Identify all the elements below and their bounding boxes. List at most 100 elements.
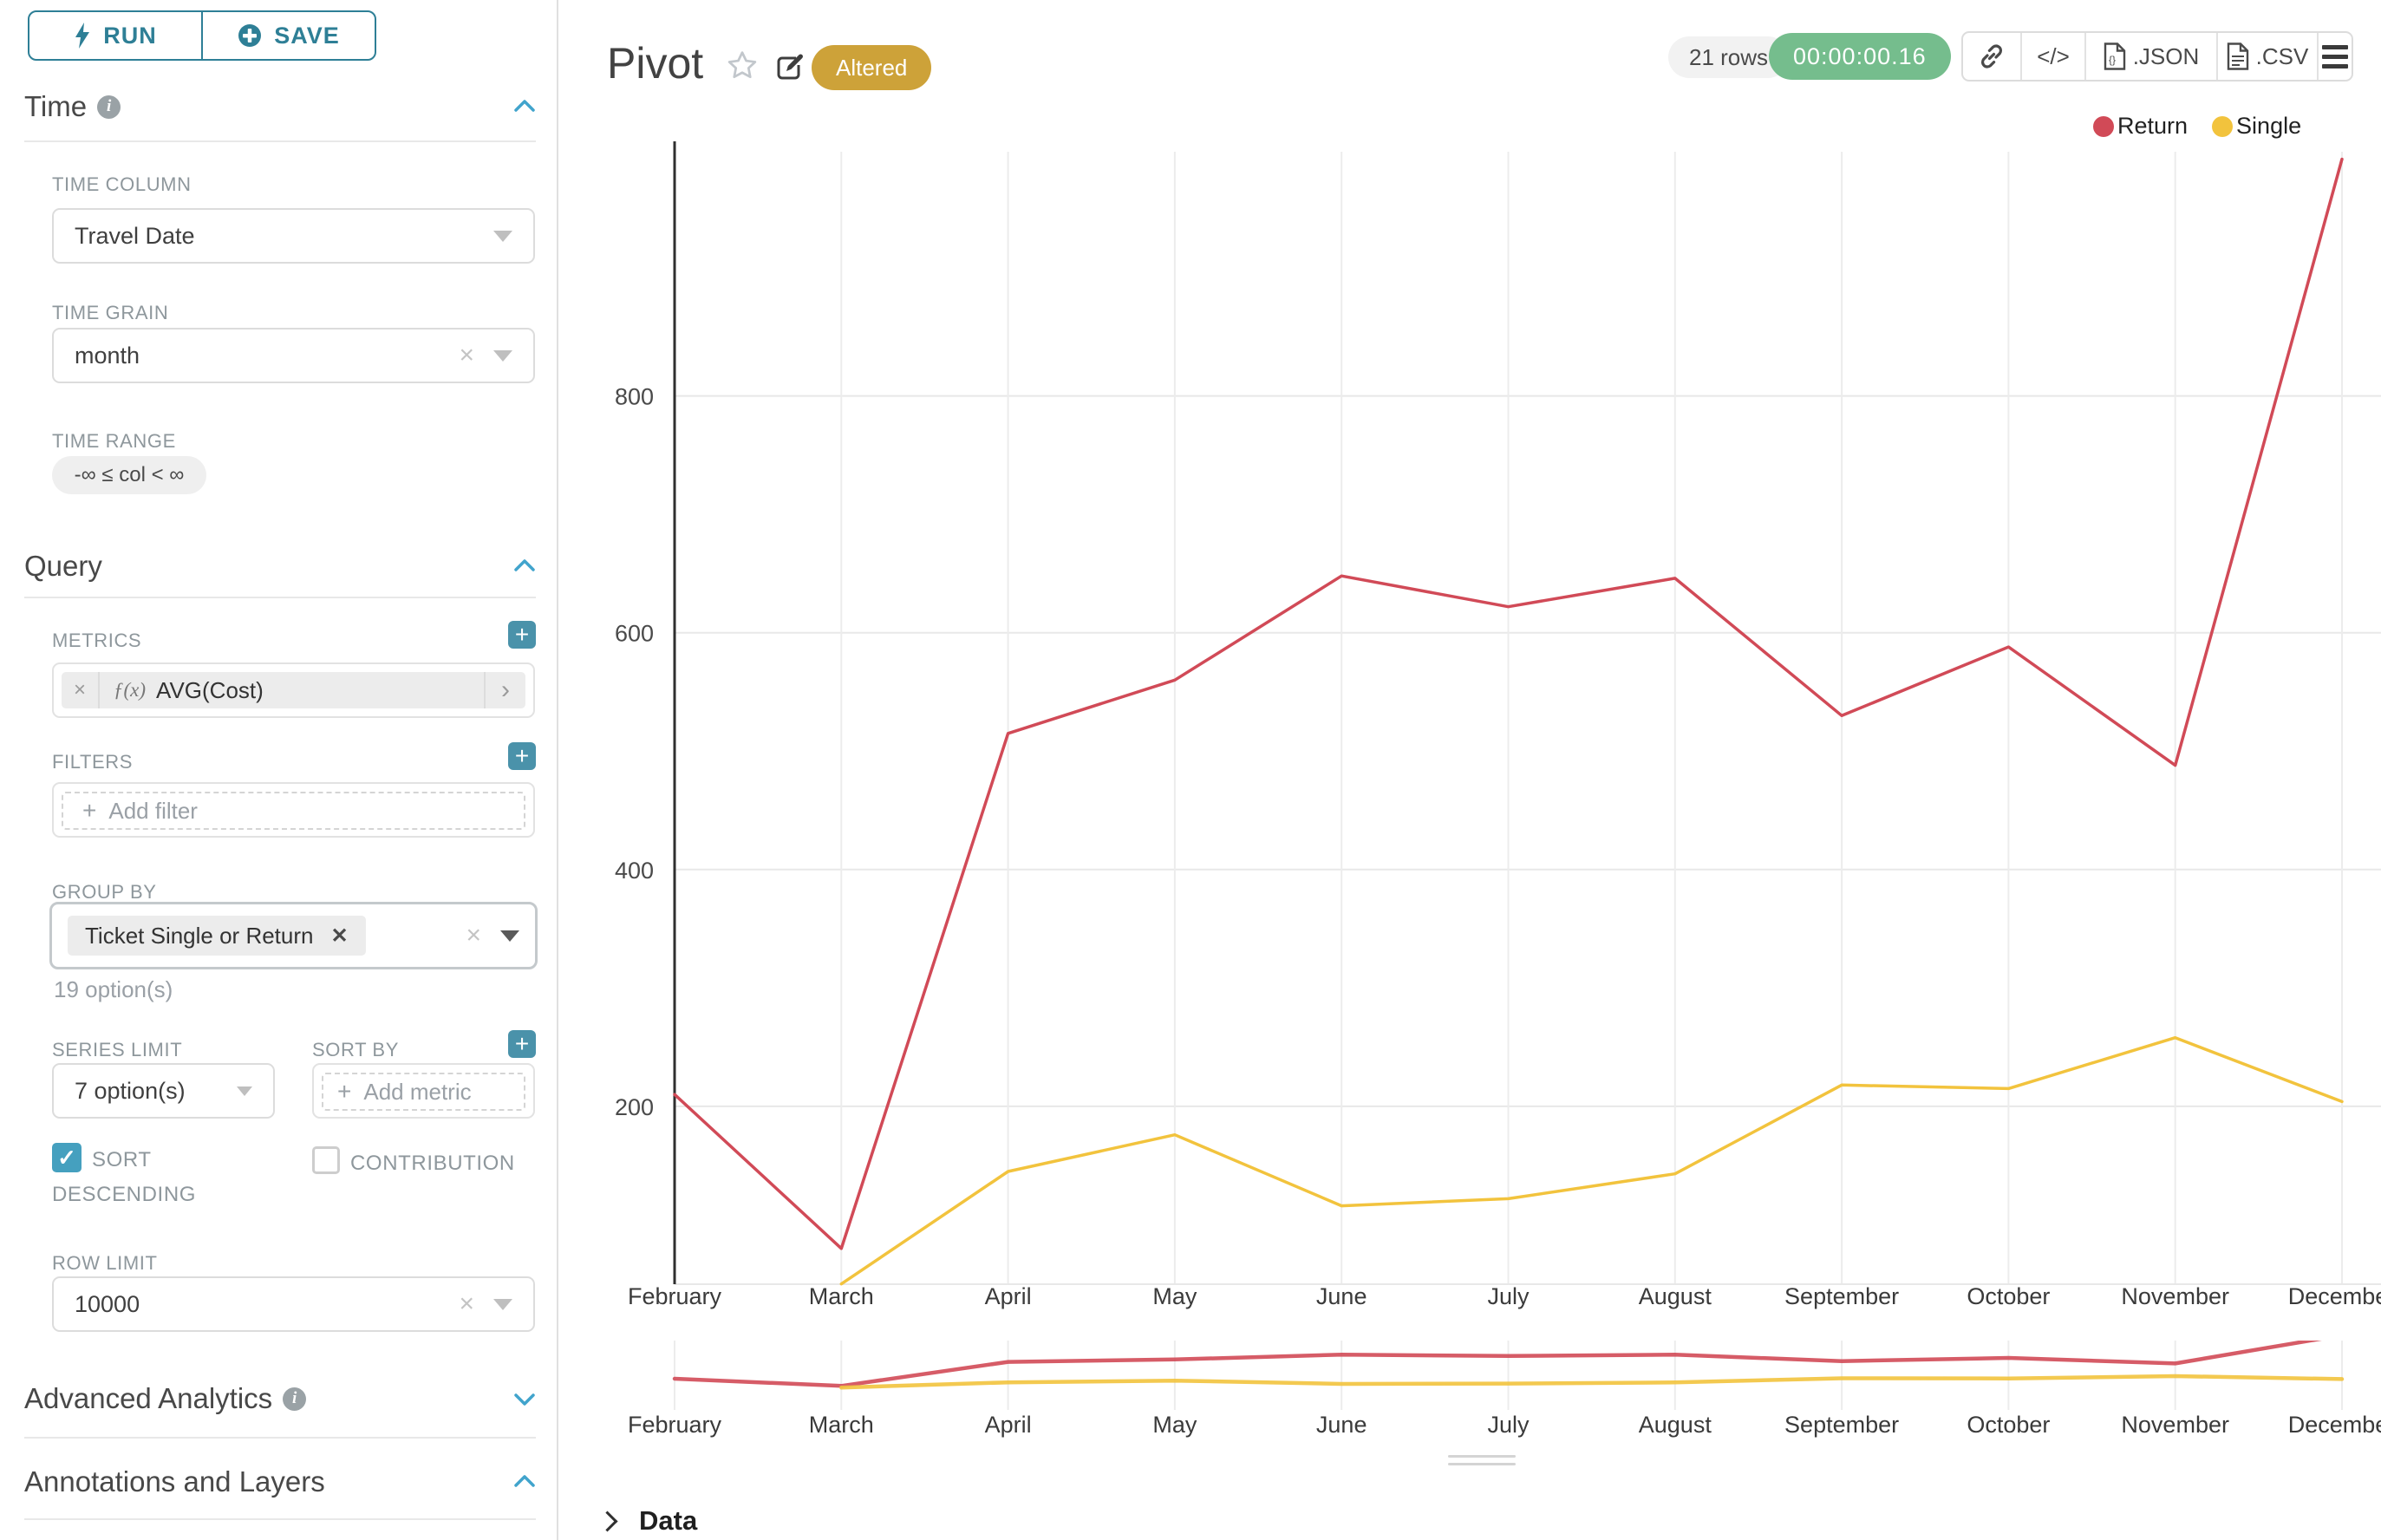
row-count-badge: 21 rows: [1668, 36, 1790, 78]
svg-text:April: April: [985, 1412, 1032, 1438]
plus-icon: +: [337, 1078, 352, 1105]
chevron-up-icon[interactable]: [513, 95, 536, 118]
circle-plus-icon: [238, 24, 262, 47]
clear-icon[interactable]: ×: [459, 1289, 474, 1318]
save-button[interactable]: SAVE: [201, 12, 375, 59]
row-count-text: 21 rows: [1689, 43, 1769, 70]
chevron-up-icon[interactable]: [513, 1471, 536, 1493]
row-limit-label: ROW LIMIT: [52, 1252, 158, 1274]
resize-handle[interactable]: [1448, 1455, 1516, 1471]
series-limit-select[interactable]: 7 option(s): [52, 1063, 275, 1119]
share-link-button[interactable]: [1963, 33, 2020, 80]
data-panel-toggle[interactable]: Data: [597, 1505, 697, 1537]
remove-metric-icon[interactable]: ×: [62, 672, 100, 708]
row-limit-value: 10000: [75, 1290, 140, 1317]
info-icon: i: [283, 1387, 307, 1411]
add-sort-metric-button[interactable]: + Add metric: [322, 1073, 525, 1111]
file-csv-icon: [2227, 42, 2248, 70]
add-filter-button[interactable]: + Add filter: [62, 792, 525, 830]
filters-label: FILTERS: [52, 751, 134, 773]
chevron-up-icon[interactable]: [513, 555, 536, 578]
zoom-preview-strip[interactable]: February March April May June July August Septe…: [560, 1341, 2381, 1439]
time-range-value[interactable]: -∞ ≤ col < ∞: [52, 456, 206, 494]
svg-text:November: November: [2121, 1412, 2229, 1438]
svg-text:February: February: [628, 1283, 722, 1309]
svg-text:{}: {}: [2109, 54, 2116, 66]
run-button[interactable]: RUN: [29, 12, 201, 59]
export-json-button[interactable]: {} .JSON: [2084, 33, 2216, 80]
clear-icon[interactable]: ×: [466, 921, 481, 949]
export-toolbar: </> {} .JSON .CSV: [1961, 31, 2353, 82]
group-by-options-hint: 19 option(s): [54, 976, 173, 1002]
svg-text:September: September: [1784, 1283, 1899, 1309]
legend-item-single[interactable]: Single: [2212, 113, 2301, 140]
altered-badge-label: Altered: [836, 54, 908, 81]
svg-text:April: April: [985, 1283, 1032, 1309]
svg-text:May: May: [1152, 1283, 1197, 1309]
svg-text:June: June: [1316, 1412, 1367, 1438]
svg-text:800: 800: [615, 384, 654, 410]
svg-text:July: July: [1487, 1283, 1530, 1309]
time-column-value: Travel Date: [75, 222, 195, 249]
line-chart[interactable]: 200 400 600 800 February March April May June Jul…: [560, 113, 2381, 1335]
svg-text:March: March: [809, 1412, 874, 1438]
fx-icon: ƒ(x): [114, 679, 147, 701]
sort-by-container: + Add metric: [312, 1063, 535, 1119]
svg-text:December: December: [2288, 1412, 2381, 1438]
annotations-layers-header[interactable]: Annotations and Layers: [24, 1465, 536, 1498]
add-metric-plus-button[interactable]: +: [508, 621, 536, 649]
chevron-right-icon: [597, 1510, 618, 1532]
edit-pencil-icon[interactable]: [775, 52, 805, 86]
group-by-value: Ticket Single or Return: [85, 922, 314, 949]
add-sort-metric-label: Add metric: [363, 1078, 472, 1105]
add-sort-metric-plus-button[interactable]: +: [508, 1030, 536, 1058]
hamburger-icon: [2322, 44, 2348, 69]
query-timer-badge: 00:00:00.16: [1769, 33, 1951, 80]
time-grain-select[interactable]: month ×: [52, 328, 535, 383]
svg-text:December: December: [2288, 1283, 2381, 1309]
code-icon: </>: [2037, 42, 2070, 69]
svg-text:August: August: [1639, 1283, 1712, 1309]
chart-menu-button[interactable]: [2317, 33, 2352, 80]
metric-value: AVG(Cost): [156, 676, 264, 703]
legend-dot-icon: [2212, 115, 2234, 137]
chevron-right-icon[interactable]: ›: [484, 672, 525, 708]
svg-text:August: August: [1639, 1412, 1712, 1438]
metrics-container: × ƒ(x) AVG(Cost) ›: [52, 662, 535, 718]
svg-text:February: February: [628, 1412, 722, 1438]
legend-item-return[interactable]: Return: [2093, 113, 2188, 140]
advanced-analytics-header[interactable]: Advanced Analytics i: [24, 1382, 536, 1415]
clear-icon[interactable]: ×: [459, 341, 474, 369]
file-json-icon: {}: [2104, 42, 2125, 70]
query-section-header[interactable]: Query: [24, 550, 536, 583]
divider: [24, 140, 536, 142]
export-csv-label: .CSV: [2255, 42, 2309, 69]
sort-descending-checkbox[interactable]: ✓: [52, 1143, 82, 1172]
group-by-label: GROUP BY: [52, 881, 157, 903]
embed-code-button[interactable]: </>: [2020, 33, 2084, 80]
time-range-label: TIME RANGE: [52, 430, 176, 452]
svg-text:May: May: [1152, 1412, 1197, 1438]
favorite-star-icon[interactable]: [727, 50, 758, 86]
bolt-icon: [75, 23, 90, 49]
time-section-title: Time: [24, 90, 88, 122]
row-limit-select[interactable]: 10000 ×: [52, 1276, 535, 1332]
add-filter-plus-button[interactable]: +: [508, 742, 536, 770]
group-by-select[interactable]: Ticket Single or Return ✕ ×: [49, 902, 538, 969]
metric-pill[interactable]: × ƒ(x) AVG(Cost) ›: [62, 672, 525, 708]
divider: [24, 597, 536, 598]
divider: [24, 1518, 536, 1520]
altered-badge: Altered: [812, 45, 932, 90]
svg-text:July: July: [1487, 1412, 1530, 1438]
svg-text:November: November: [2121, 1283, 2229, 1309]
chevron-down-icon: [500, 930, 519, 942]
contribution-checkbox[interactable]: [312, 1146, 340, 1174]
remove-group-by-icon[interactable]: ✕: [330, 923, 349, 948]
export-csv-button[interactable]: .CSV: [2216, 33, 2317, 80]
chevron-down-icon[interactable]: [513, 1387, 536, 1410]
time-section-header[interactable]: Time i: [24, 90, 536, 123]
export-json-label: .JSON: [2132, 42, 2200, 69]
filters-container: + Add filter: [52, 782, 535, 838]
time-column-select[interactable]: Travel Date: [52, 208, 535, 264]
